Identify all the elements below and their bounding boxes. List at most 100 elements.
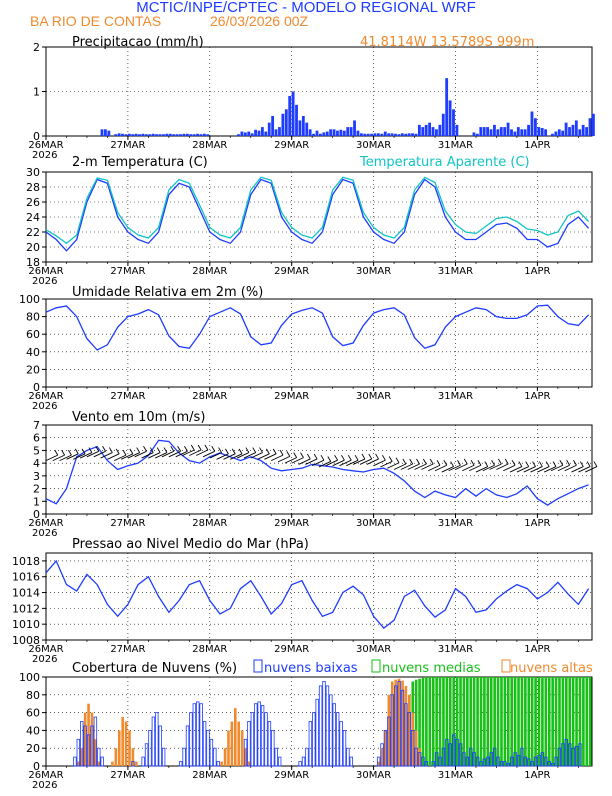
cloud-bar-green <box>565 677 568 766</box>
cloud-bar-blue <box>202 721 207 767</box>
cloud-bar-blue <box>189 712 193 767</box>
wind-barb-flag <box>416 458 420 465</box>
temp-title: 2-m Temperatura (C) <box>72 155 208 170</box>
cloud-bar-blue <box>312 712 316 767</box>
precip-bar <box>281 113 285 136</box>
precip-bar <box>431 127 435 136</box>
wind-barb-flag <box>579 461 584 467</box>
cloud-bar-blue <box>335 712 340 767</box>
cloud-bar-green <box>493 677 496 766</box>
temp-ytick-label: 20 <box>26 241 40 254</box>
legend-low-label: nuvens baixas <box>264 661 358 676</box>
pressure-xtick-label: 29MAR <box>274 644 309 655</box>
cloud-bar-blue <box>547 761 551 767</box>
wind-barb <box>482 464 495 472</box>
precip-bar <box>588 118 592 136</box>
precip-bar <box>312 133 315 136</box>
cloud-bar-green <box>544 677 548 766</box>
cloud-bar-green <box>448 677 452 766</box>
wind-barb-flag <box>313 453 318 460</box>
wind-barb <box>509 466 523 473</box>
cloud-bar-orange <box>227 730 230 766</box>
wind-barb <box>195 449 209 456</box>
cloud-bar-green <box>582 677 585 766</box>
wind-barb <box>550 464 564 472</box>
wind-barb <box>155 452 168 459</box>
precip-bar <box>424 124 428 136</box>
wind-xtick-label: 30MAR <box>356 518 391 529</box>
humidity-xtick-label: 26MAR <box>28 391 63 402</box>
cloud-bar-orange <box>377 761 380 766</box>
precip-bar <box>267 122 271 136</box>
wind-barb <box>148 452 161 459</box>
cloud-bar-blue <box>407 712 412 767</box>
wind-barb <box>250 452 263 459</box>
wind-barb-flag <box>511 460 516 466</box>
precip-year-label: 2026 <box>32 150 57 161</box>
wind-barb-flag <box>586 461 591 467</box>
wind-barb <box>257 453 270 460</box>
precip-bar <box>349 127 353 136</box>
cloud-bar-green <box>500 677 503 766</box>
precip-title: Precipitacao (mm/h) <box>72 35 204 50</box>
wind-barb <box>277 455 291 463</box>
precip-bar <box>445 78 449 136</box>
cloud-bar-blue <box>185 725 190 767</box>
cloud-bar-orange <box>83 712 87 766</box>
precip-bar <box>520 129 524 136</box>
cloud-bar-blue <box>486 756 490 767</box>
wind-barb-flag <box>108 447 113 453</box>
humidity-year-label: 2026 <box>32 401 57 412</box>
cloud-bar-blue <box>298 761 302 767</box>
wind-barb <box>236 452 250 459</box>
precip-bar <box>104 129 107 136</box>
precip-bar <box>206 134 210 136</box>
wind-barb-flag <box>231 448 236 455</box>
precip-bar <box>271 115 275 136</box>
precip-bar <box>417 124 421 136</box>
cloud-ytick-label: 20 <box>26 742 40 755</box>
pressure-ytick-label: 1008 <box>12 634 40 647</box>
wind-barb-flag <box>498 458 502 465</box>
cloud-bar-orange <box>117 730 121 766</box>
humidity-ytick-label: 20 <box>26 363 40 376</box>
cloud-bar-blue <box>390 694 394 767</box>
precip-bar <box>308 129 312 136</box>
wind-barb <box>346 459 359 467</box>
wind-barb <box>462 464 475 472</box>
cloud-bar-orange <box>135 761 138 766</box>
wind-barb-flag <box>477 460 482 466</box>
cloud-bar-blue <box>254 703 258 767</box>
precip-xtick-label: 31MAR <box>438 140 473 151</box>
cloud-bar-blue <box>475 756 480 767</box>
wind-ytick-label: 5 <box>33 444 40 457</box>
precip-bar <box>574 120 578 136</box>
humidity-xtick-label: 1APR <box>524 391 550 402</box>
cloud-bar-green <box>530 677 534 766</box>
wind-barb <box>523 466 536 473</box>
precip-bar <box>247 131 251 136</box>
wind-barb-flag <box>259 447 263 453</box>
cloud-bar-blue <box>271 730 275 767</box>
cloud-bar-orange <box>397 678 401 766</box>
precip-bar <box>455 124 459 136</box>
cloud-bar-blue <box>308 721 313 767</box>
cloud-ytick-label: 80 <box>26 689 40 702</box>
wind-barb-flag <box>566 460 571 466</box>
precip-bar <box>561 130 565 136</box>
run-label: 26/03/2026 00Z <box>210 13 309 29</box>
humidity-xtick-label: 28MAR <box>192 391 227 402</box>
cloud-bar-green <box>506 677 510 766</box>
cloud-bar-blue <box>216 761 220 767</box>
precip-bar <box>530 111 534 136</box>
wind-barb-flag <box>211 446 216 452</box>
precip-bar <box>513 131 517 136</box>
precip-bar <box>168 133 172 136</box>
cloud-bar-blue <box>557 747 562 767</box>
precip-coords: 41.8114W 13.5789S 999m <box>360 35 534 50</box>
wind-barb-flag <box>177 446 182 452</box>
precip-bar <box>387 133 391 136</box>
cloud-bar-green <box>554 677 558 766</box>
cloud-bar-blue <box>571 747 575 767</box>
